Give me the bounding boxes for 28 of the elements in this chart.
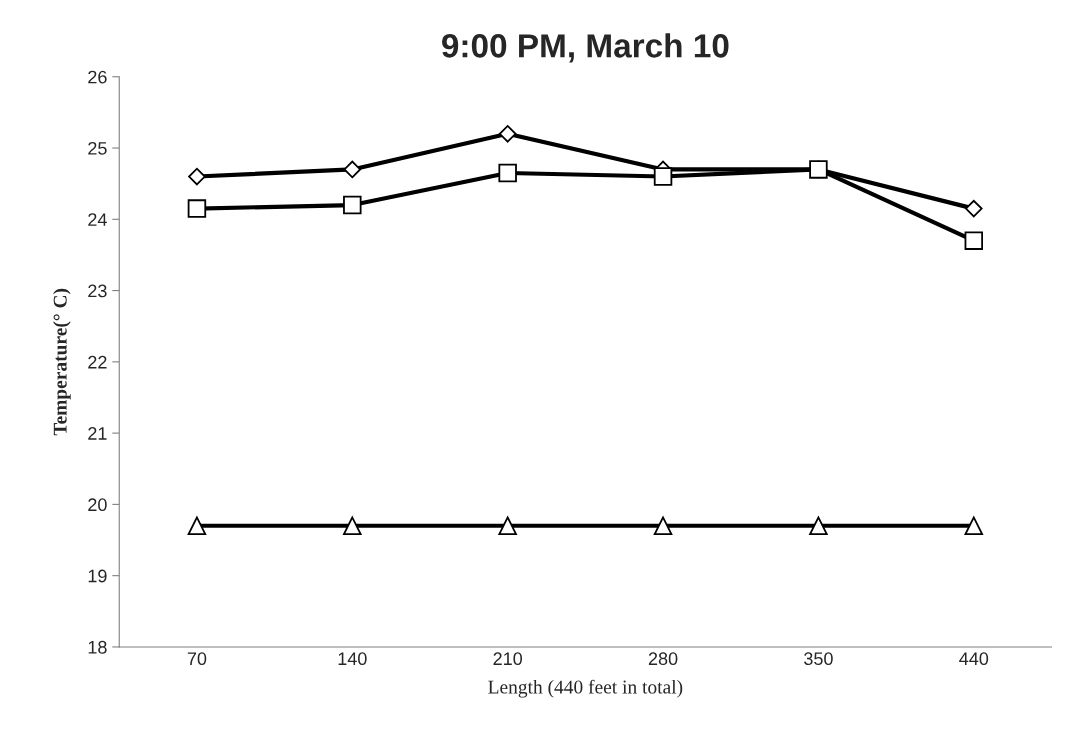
x-tick-label: 280 xyxy=(648,652,678,666)
point xyxy=(498,125,517,143)
y-tick-label: 26 xyxy=(88,70,107,84)
y-tick-label: 21 xyxy=(88,427,107,440)
y-tick-label: 18 xyxy=(88,640,107,654)
point xyxy=(188,167,206,186)
y-tick-label: 22 xyxy=(88,355,107,369)
x-tick-label: 70 xyxy=(187,652,207,666)
point xyxy=(498,163,517,183)
point xyxy=(343,160,362,179)
y-tick-label: 24 xyxy=(88,213,107,226)
x-tick-label: 140 xyxy=(338,652,367,666)
point xyxy=(965,199,983,218)
chart-title: 9:00 PM, March 10 xyxy=(442,33,729,63)
point xyxy=(343,195,362,215)
y-tick-label: 19 xyxy=(88,569,107,583)
x-axis-title: Length (440 feet in total) xyxy=(488,679,683,698)
y-axis-title: Temperature(° C) xyxy=(53,288,71,436)
point xyxy=(187,199,207,218)
x-tick-label: 440 xyxy=(959,652,989,666)
x-tick-label: 210 xyxy=(493,652,523,666)
y-tick-label: 25 xyxy=(88,141,107,155)
x-tick-label: 350 xyxy=(804,652,833,666)
point xyxy=(653,167,673,186)
y-tick-label: 23 xyxy=(88,284,107,298)
point xyxy=(964,231,984,250)
y-tick-label: 20 xyxy=(88,498,107,512)
point xyxy=(809,160,828,179)
